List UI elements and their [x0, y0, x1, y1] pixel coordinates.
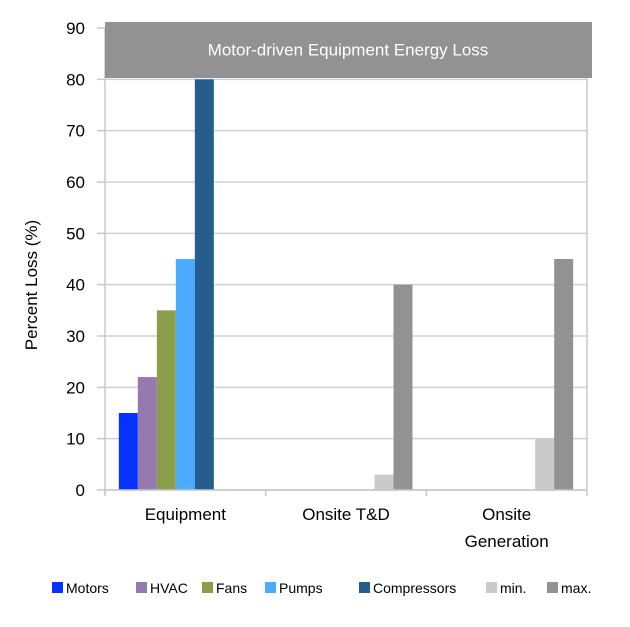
bar-min — [535, 438, 555, 490]
legend-item: Fans — [202, 580, 247, 596]
bar-fans — [156, 310, 176, 490]
legend-swatch — [486, 582, 497, 593]
bar-hvac — [137, 377, 157, 490]
legend-label: Motors — [66, 580, 109, 596]
y-tick-label: 70 — [66, 122, 85, 141]
bar-motors — [118, 413, 138, 490]
legend-item: Pumps — [265, 580, 323, 596]
x-tick-label-line: Onsite — [482, 505, 531, 524]
legend-label: min. — [500, 580, 526, 596]
x-tick-labels: Equipment Onsite T&D Onsite Generation — [145, 505, 549, 551]
legend-swatch — [136, 582, 147, 593]
y-tick-label: 30 — [66, 327, 85, 346]
y-tick-label: 40 — [66, 276, 85, 295]
legend-swatch — [547, 582, 558, 593]
legend-item: Motors — [52, 580, 109, 596]
legend-item: HVAC — [136, 580, 188, 596]
x-tick-label-line: Onsite T&D — [302, 505, 390, 524]
bar-max — [393, 284, 413, 490]
bar-max — [554, 259, 574, 490]
y-tick-label: 90 — [66, 19, 85, 38]
legend-label: max. — [561, 580, 591, 596]
bar-min — [374, 474, 394, 490]
y-axis-label: Percent Loss (%) — [22, 220, 41, 350]
y-tick-label: 50 — [66, 224, 85, 243]
axes — [97, 27, 588, 496]
legend-label: Pumps — [279, 580, 323, 596]
bars — [118, 79, 574, 490]
x-tick-label-line: Generation — [465, 532, 549, 551]
y-tick-labels: 0 10 20 30 40 50 60 70 80 90 — [66, 19, 85, 500]
x-tick-label: Onsite T&D — [302, 505, 390, 524]
legend-item: min. — [486, 580, 526, 596]
title-banner — [105, 22, 592, 78]
legend-swatch — [202, 582, 213, 593]
legend-label: Compressors — [373, 580, 456, 596]
legend: Motors HVAC Fans Pumps Compressors min. max. — [52, 580, 591, 596]
y-tick-label: 0 — [76, 481, 85, 500]
x-tick-label: Onsite Generation — [465, 505, 549, 551]
legend-swatch — [265, 582, 276, 593]
y-tick-label: 60 — [66, 173, 85, 192]
legend-swatch — [52, 582, 63, 593]
x-tick-label: Equipment — [145, 505, 227, 524]
bar-pumps — [175, 259, 195, 490]
y-tick-label: 10 — [66, 430, 85, 449]
legend-label: HVAC — [150, 580, 188, 596]
legend-item: Compressors — [359, 580, 456, 596]
legend-label: Fans — [216, 580, 247, 596]
legend-item: max. — [547, 580, 591, 596]
x-tick-label-line: Equipment — [145, 505, 227, 524]
bar-compressors — [194, 79, 214, 490]
y-tick-label: 20 — [66, 378, 85, 397]
chart-title: Motor-driven Equipment Energy Loss — [208, 40, 489, 59]
y-tick-label: 80 — [66, 70, 85, 89]
legend-swatch — [359, 582, 370, 593]
